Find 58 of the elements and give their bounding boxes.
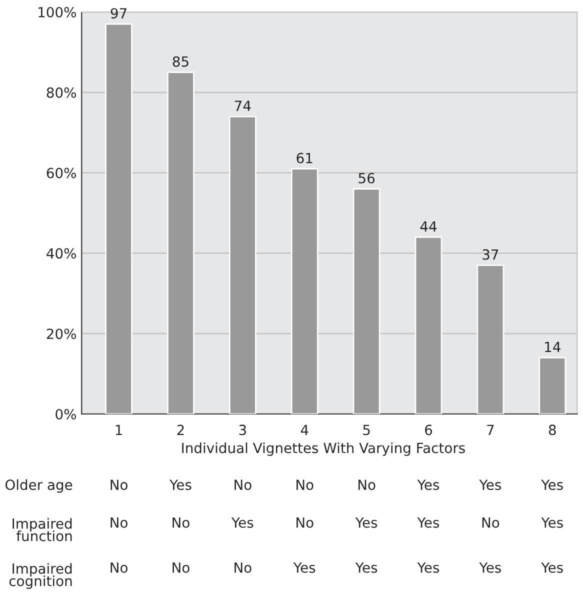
bar: [105, 23, 132, 414]
x-tick-label: 3: [239, 424, 246, 436]
data-label: 61: [296, 152, 312, 164]
bar: [476, 264, 504, 414]
text: No: [110, 518, 128, 528]
x-tick-label: 1: [116, 424, 122, 435]
text: Yes: [541, 562, 563, 573]
text: No: [172, 562, 190, 573]
text: Older age: [6, 479, 72, 493]
text: No: [172, 518, 190, 528]
text: Yes: [479, 480, 501, 490]
data-label: 44: [420, 221, 437, 232]
text: Yes: [541, 518, 563, 528]
text: No: [110, 480, 128, 490]
text: Yes: [417, 480, 440, 490]
y-tick-label: 100%: [38, 6, 76, 18]
data-label: 37: [482, 249, 498, 260]
bar: [167, 72, 194, 414]
x-tick-label: 2: [177, 424, 184, 435]
y-tick-label: 80%: [46, 87, 76, 98]
text: No: [234, 562, 252, 573]
y-tick-label: 20%: [46, 328, 76, 340]
y-tick-label: 0%: [56, 408, 76, 420]
bar: [414, 236, 442, 414]
text: Yes: [355, 518, 378, 528]
data-label: 74: [234, 100, 251, 111]
x-axis-title: Individual Vignettes With Varying Factors: [182, 442, 465, 456]
bar: [352, 188, 380, 414]
text: No: [358, 480, 376, 490]
text: Yes: [417, 562, 440, 573]
bar: [290, 168, 318, 414]
text: No: [482, 518, 500, 528]
text: Yes: [541, 480, 563, 490]
data-label: 85: [172, 56, 188, 67]
text: No: [234, 480, 252, 490]
data-label: 14: [545, 342, 560, 352]
text: Impaired cognition: [9, 563, 72, 589]
x-tick-label: 4: [300, 424, 308, 435]
text: Yes: [169, 480, 192, 490]
text: Yes: [479, 562, 501, 573]
x-tick-label: 6: [425, 424, 432, 436]
bar: [228, 116, 256, 414]
text: Impaired function: [12, 518, 72, 542]
x-tick-label: 5: [363, 424, 370, 436]
text: Yes: [293, 562, 316, 573]
text: No: [296, 480, 314, 490]
bar: [538, 357, 566, 414]
text: Yes: [417, 518, 440, 528]
x-tick-label: 7: [487, 424, 494, 435]
text: Yes: [355, 562, 378, 573]
x-tick-label: 8: [548, 424, 556, 436]
text: Yes: [231, 518, 254, 528]
y-tick-label: 40%: [46, 248, 76, 259]
y-tick-label: 60%: [46, 168, 76, 178]
data-label: 56: [358, 172, 375, 184]
data-label: 97: [110, 8, 126, 19]
text: No: [296, 518, 314, 528]
text: No: [110, 562, 128, 573]
